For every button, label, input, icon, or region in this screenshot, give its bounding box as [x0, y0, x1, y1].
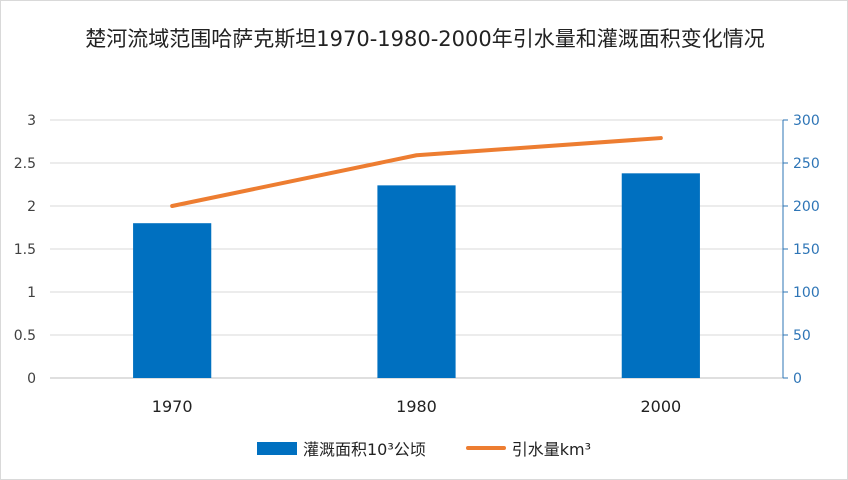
line-series — [170, 136, 663, 208]
y-right-tick-label: 50 — [793, 328, 811, 344]
y-left-tick-label: 0.5 — [14, 328, 36, 344]
bar-1980 — [377, 185, 456, 378]
legend-label-bar: 灌溉面积10³公顷 — [302, 440, 426, 459]
y-right-tick-label: 200 — [793, 199, 820, 215]
chart-title: 楚河流域范围哈萨克斯坦1970-1980-2000年引水量和灌溉面积变化情况 — [85, 27, 765, 51]
bar-series — [133, 173, 700, 378]
y-right-tick-label: 300 — [793, 113, 820, 129]
legend-swatch-bar — [256, 441, 297, 455]
bar-1970 — [133, 223, 212, 378]
y-left-tick-label: 0 — [27, 371, 36, 387]
y-right-tick-label: 100 — [793, 285, 820, 301]
bar-2000 — [621, 173, 700, 378]
y-left-tick-label: 1.5 — [14, 242, 36, 258]
x-tick-label: 1970 — [152, 397, 193, 416]
y-right-tick-label: 0 — [793, 371, 802, 387]
tick-labels: 0 0.5 1 1.5 2 2.5 3 0 50 100 150 200 250 300 1970 1980 2… — [14, 113, 820, 416]
legend-item-line: 引水量km³ — [465, 436, 592, 460]
x-tick-label: 2000 — [640, 397, 681, 416]
y-left-tick-label: 2 — [27, 199, 36, 215]
x-tick-label: 1980 — [396, 397, 437, 416]
legend-swatch-line — [465, 446, 506, 450]
y-left-tick-label: 3 — [27, 113, 36, 129]
y-left-tick-label: 1 — [27, 285, 36, 301]
legend-label-line: 引水量km³ — [511, 440, 592, 459]
legend-item-bar: 灌溉面积10³公顷 — [256, 436, 426, 460]
y-right-tick-label: 150 — [793, 242, 820, 258]
legend: 灌溉面积10³公顷 引水量km³ — [0, 436, 848, 460]
y-right-tick-label: 250 — [793, 156, 820, 172]
y-left-tick-label: 2.5 — [14, 156, 36, 172]
